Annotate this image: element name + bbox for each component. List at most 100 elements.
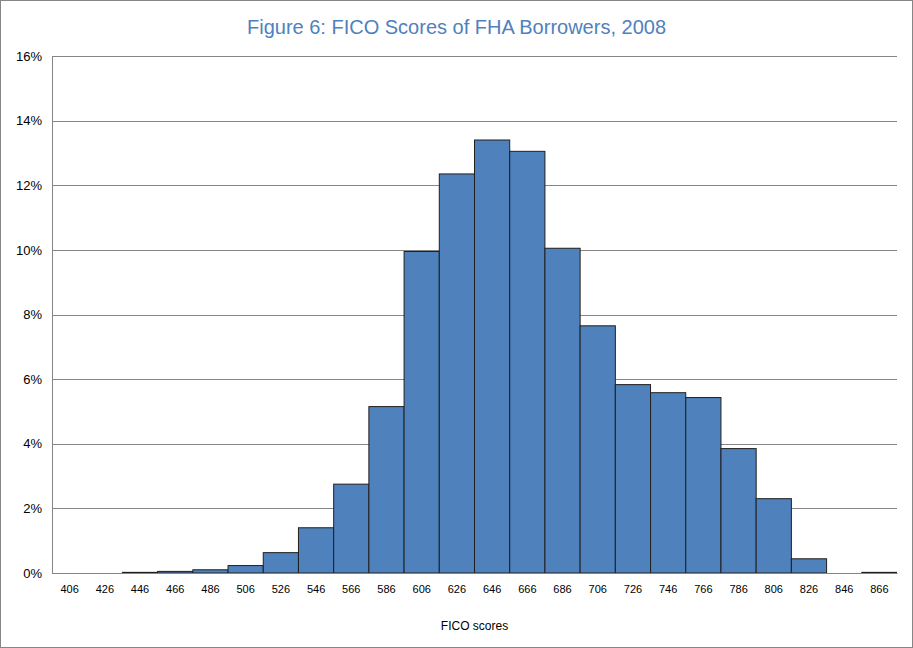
x-tick-label: 686	[553, 583, 571, 595]
bar	[439, 174, 474, 573]
y-tick: 0%	[23, 566, 52, 581]
bar	[158, 571, 193, 573]
bar	[193, 570, 228, 573]
bar	[369, 407, 404, 573]
x-axis: 406 426 446 466 486 506 526 546 566 586 606 626 646 6…	[53, 573, 898, 595]
y-tick-label: 14%	[16, 113, 42, 128]
y-tick-label: 6%	[23, 372, 42, 387]
x-tick: 746	[659, 573, 677, 595]
y-tick: 8%	[23, 307, 52, 322]
x-tick-label: 506	[236, 583, 254, 595]
x-tick: 486	[201, 573, 219, 595]
y-tick-label: 16%	[16, 49, 42, 64]
bar	[580, 326, 615, 573]
x-tick: 646	[483, 573, 501, 595]
bar	[298, 528, 333, 573]
bar	[87, 573, 122, 574]
title: Figure 6: FICO Scores of FHA Borrowers, …	[247, 16, 666, 38]
y-tick: 4%	[23, 436, 52, 451]
x-tick-label: 646	[483, 583, 501, 595]
x-tick-label: 526	[272, 583, 290, 595]
bar	[228, 566, 263, 573]
bars	[122, 140, 897, 573]
x-tick-label: 606	[413, 583, 431, 595]
x-tick: 666	[518, 573, 536, 595]
x-tick-label: 746	[659, 583, 677, 595]
x-tick-label: 846	[835, 583, 853, 595]
y-tick-label: 4%	[23, 436, 42, 451]
bar	[686, 398, 721, 573]
y-tick: 6%	[23, 372, 52, 387]
x-tick-label: 726	[624, 583, 642, 595]
x-tick: 806	[765, 573, 783, 595]
bar	[545, 248, 580, 573]
y-tick-label: 12%	[16, 178, 42, 193]
x-tick-label: 706	[589, 583, 607, 595]
y-axis: 0% 2% 4% 6% 8% 10% 12% 14% 16%	[16, 49, 53, 581]
x-axis-line	[53, 573, 898, 574]
x-tick: 426	[96, 573, 114, 595]
y-tick-label: 2%	[23, 501, 42, 516]
bar	[263, 553, 298, 573]
x-tick: 406	[60, 573, 78, 595]
x-tick: 606	[413, 573, 431, 595]
bar	[404, 251, 439, 573]
x-tick: 546	[307, 573, 325, 595]
y-tick: 14%	[16, 113, 52, 128]
x-tick-label: 866	[870, 583, 888, 595]
y-tick-label: 8%	[23, 307, 42, 322]
x-tick-label: 546	[307, 583, 325, 595]
bar	[827, 573, 862, 574]
x-tick: 766	[694, 573, 712, 595]
x-tick: 566	[342, 573, 360, 595]
x-tick-label: 666	[518, 583, 536, 595]
y-tick: 12%	[16, 178, 52, 193]
grid-line	[52, 56, 897, 57]
y-axis-line	[52, 57, 53, 574]
x-tick: 846	[835, 573, 853, 595]
y-tick: 10%	[16, 243, 52, 258]
x-tick-label: 566	[342, 583, 360, 595]
x-tick-label: 486	[201, 583, 219, 595]
y-tick: 16%	[16, 49, 52, 64]
x-tick: 686	[553, 573, 571, 595]
x-tick: 786	[729, 573, 747, 595]
bar	[615, 385, 650, 573]
x-tick: 866	[870, 573, 888, 595]
x-tick: 626	[448, 573, 466, 595]
bar	[791, 559, 826, 573]
x-tick: 506	[236, 573, 254, 595]
x-tick-label: 766	[694, 583, 712, 595]
x-tick: 586	[377, 573, 395, 595]
bar	[475, 140, 510, 573]
x-tick-label: 806	[765, 583, 783, 595]
x-axis-title: FICO scores	[441, 619, 508, 633]
bar	[862, 572, 897, 573]
x-tick-label: 406	[60, 583, 78, 595]
bar	[721, 449, 756, 573]
y-tick: 2%	[23, 501, 52, 516]
x-tick-label: 786	[729, 583, 747, 595]
x-tick: 446	[131, 573, 149, 595]
x-tick-label: 426	[96, 583, 114, 595]
x-tick: 526	[272, 573, 290, 595]
x-tick: 466	[166, 573, 184, 595]
chart: 0% 2% 4% 6% 8% 10% 12% 14% 16% 406 426 446 466 486 506…	[0, 0, 913, 648]
plot: 0% 2% 4% 6% 8% 10% 12% 14% 16% 406 426 446 466 486 506…	[16, 49, 898, 595]
chart-frame	[1, 1, 913, 648]
x-tick: 826	[800, 573, 818, 595]
bar	[651, 393, 686, 573]
x-tick: 706	[589, 573, 607, 595]
x-tick: 726	[624, 573, 642, 595]
y-tick-label: 10%	[16, 243, 42, 258]
bar	[510, 151, 545, 573]
x-tick-label: 586	[377, 583, 395, 595]
x-tick-label: 826	[800, 583, 818, 595]
bar	[122, 572, 157, 573]
y-tick-label: 0%	[23, 566, 42, 581]
bar	[756, 499, 791, 573]
x-tick-label: 626	[448, 583, 466, 595]
grid-line	[52, 121, 897, 122]
bar	[52, 573, 87, 574]
x-tick-label: 446	[131, 583, 149, 595]
